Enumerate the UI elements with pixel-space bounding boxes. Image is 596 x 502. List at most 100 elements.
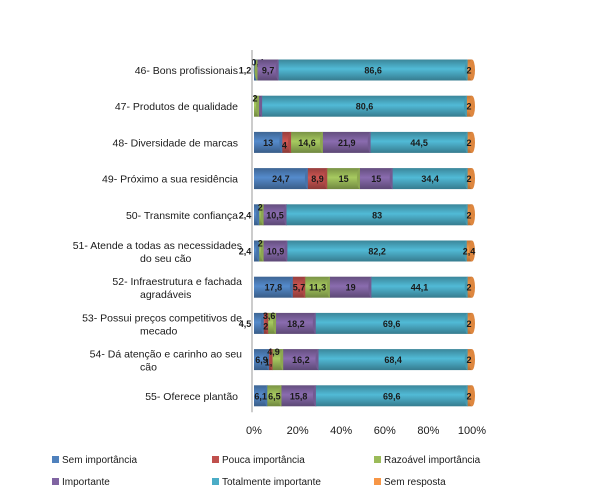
bar-segment-cap (469, 204, 475, 226)
data-label: 34,4 (421, 174, 439, 184)
legend-label: Totalmente importante (222, 477, 321, 488)
bar-segment (262, 95, 467, 117)
bar-segment-cap (469, 131, 475, 153)
data-label: 44,5 (410, 138, 428, 148)
x-tick-label: 20% (287, 425, 309, 437)
bar-segment (307, 168, 328, 190)
bar-segment (371, 276, 468, 298)
data-label: 4,5 (239, 319, 252, 329)
bar-segment (254, 131, 283, 153)
legend-swatch (52, 478, 59, 485)
data-label: 2,4 (239, 247, 252, 257)
bar-segment (263, 204, 287, 226)
data-label: 19 (346, 283, 356, 293)
data-label: 2 (263, 321, 268, 331)
data-label: 17,8 (265, 283, 283, 293)
bar-segment (278, 59, 468, 81)
bar-segment (263, 240, 288, 262)
bar-segment (292, 276, 306, 298)
bar-segment (392, 168, 468, 190)
bar-segment (268, 312, 277, 334)
category-label: 53- Possui preços competitivos de mecado (82, 312, 242, 337)
legend-label: Importante (62, 477, 110, 488)
data-label: 6,5 (268, 391, 281, 401)
data-label: 2 (252, 94, 257, 104)
legend-item: Sem resposta (374, 477, 446, 488)
data-label: 2 (466, 138, 471, 148)
data-label: 2 (466, 210, 471, 220)
category-label: 46- Bons profissionais (135, 65, 238, 77)
bar-segment-cap (469, 349, 475, 371)
data-label: 68,4 (384, 355, 402, 365)
bar-segment-cap (469, 385, 475, 407)
data-label: 14,6 (298, 138, 316, 148)
data-label: 83 (372, 210, 382, 220)
legend-swatch (52, 456, 59, 463)
data-label: 4,9 (267, 347, 280, 357)
data-label: 2 (466, 355, 471, 365)
data-label: 21,9 (338, 138, 356, 148)
bar-segment-cap (469, 95, 475, 117)
data-label: 24,7 (272, 174, 290, 184)
x-tick-label: 40% (330, 425, 352, 437)
bars-layer: 1,20,49,786,6221,280,6213414,621,944,522… (239, 58, 476, 407)
data-label: 86,6 (364, 66, 382, 76)
bar-segment (254, 385, 268, 407)
category-label: 48- Diversidade de marcas (113, 137, 238, 149)
x-axis: 0% 20% 40% 60% 80% 100% (246, 50, 486, 437)
bar-segment (254, 276, 293, 298)
data-label: 2 (258, 239, 263, 249)
bar-segment (254, 312, 264, 334)
legend-label: Sem resposta (384, 477, 446, 488)
bar-segment (276, 312, 316, 334)
bar-segment (282, 131, 292, 153)
category-label: 49- Próximo a sua residência (102, 174, 238, 186)
data-label: 10,5 (266, 210, 284, 220)
legend: Sem importância Pouca importância Razoável… (52, 455, 481, 488)
x-tick-label: 0% (246, 425, 262, 437)
legend-swatch (374, 478, 381, 485)
data-label: 2 (466, 66, 471, 76)
data-label: 8,9 (311, 174, 324, 184)
data-label: 2 (466, 174, 471, 184)
bar-segment (257, 59, 279, 81)
data-label: 2 (258, 202, 263, 212)
bar-row: 24,7 8,9 15 15 34,4 2 (254, 168, 475, 190)
data-label: 2,4 (463, 247, 476, 257)
bar-row: 6,1 6,5 15,8 69,6 2 (254, 385, 475, 407)
category-label: 47- Produtos de qualidade (115, 101, 238, 113)
legend-label: Sem importância (62, 455, 137, 466)
data-label: 5,7 (293, 283, 306, 293)
data-label: 2 (466, 102, 471, 112)
x-tick-label: 60% (374, 425, 396, 437)
bar-segment (327, 168, 360, 190)
bar-segment (291, 131, 323, 153)
bar-segment (283, 349, 319, 371)
bar-segment (359, 168, 393, 190)
legend-swatch (374, 456, 381, 463)
data-label: 9,7 (262, 66, 275, 76)
data-label: 1,2 (239, 66, 252, 76)
bar-row: 4,5 23,618,2 69,6 2 (239, 311, 475, 334)
bar-segment (286, 204, 468, 226)
bar-segment (315, 385, 468, 407)
data-label: 18,2 (287, 319, 305, 329)
bar-segment (305, 276, 330, 298)
data-label: 69,6 (383, 319, 401, 329)
bar-segment (322, 131, 371, 153)
bar-segment (281, 385, 316, 407)
data-label: 11,3 (309, 283, 326, 293)
bar-segment (329, 276, 372, 298)
bar-segment (318, 349, 468, 371)
bar-segment-cap (469, 312, 475, 334)
data-label: 1,6 (265, 358, 278, 368)
data-label: 13 (263, 138, 273, 148)
bar-segment-cap (469, 276, 475, 298)
data-label: 16,2 (292, 355, 310, 365)
legend-item: Razoável importância (374, 455, 481, 466)
category-labels: 46- Bons profissionais 47- Produtos de qu… (73, 65, 242, 403)
bar-row: 2,4 2 10,9 82,2 2,4 (239, 239, 476, 262)
data-label: 6,1 (254, 391, 267, 401)
bar-segment (315, 312, 468, 334)
